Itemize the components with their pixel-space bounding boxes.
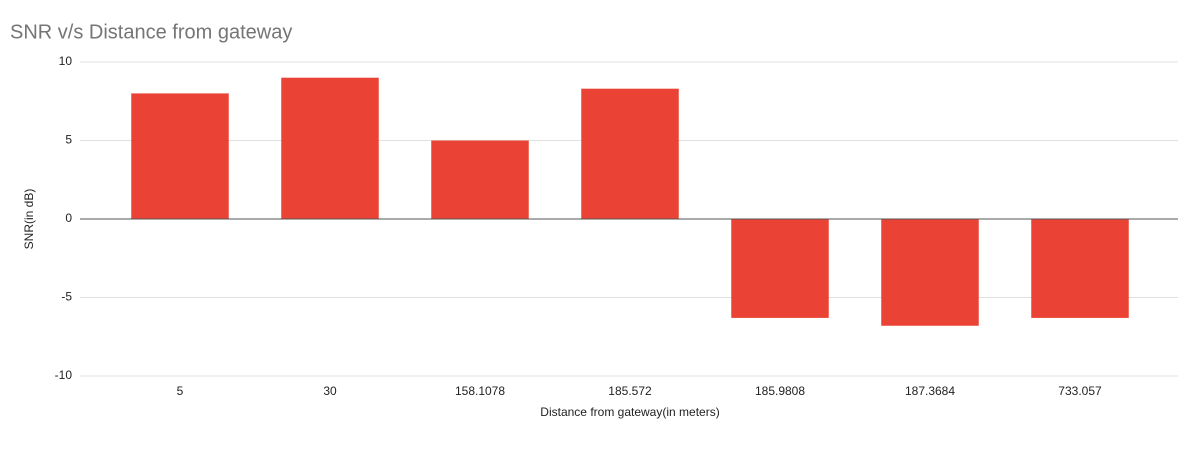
- y-tick-label: -10: [55, 368, 73, 382]
- bar: [1031, 219, 1129, 318]
- x-tick-label: 733.057: [1058, 384, 1102, 398]
- chart-title: SNR v/s Distance from gateway: [10, 21, 292, 43]
- bar: [281, 77, 379, 219]
- bar: [431, 140, 529, 219]
- bar: [131, 93, 229, 219]
- y-tick-label: 10: [59, 54, 73, 68]
- x-tick-label: 187.3684: [905, 384, 955, 398]
- x-tick-label: 30: [323, 384, 337, 398]
- bar: [881, 219, 979, 326]
- x-axis-label: Distance from gateway(in meters): [540, 405, 719, 419]
- x-tick-label: 158.1078: [455, 384, 505, 398]
- x-tick-label: 185.572: [608, 384, 652, 398]
- y-tick-label: 5: [65, 133, 72, 147]
- x-tick-label: 185.9808: [755, 384, 805, 398]
- bar: [581, 88, 679, 219]
- bar: [731, 219, 829, 318]
- y-tick-label: 0: [65, 211, 72, 225]
- y-tick-label: -5: [61, 290, 72, 304]
- x-tick-label: 5: [177, 384, 184, 398]
- y-axis-label: SNR(in dB): [22, 189, 36, 250]
